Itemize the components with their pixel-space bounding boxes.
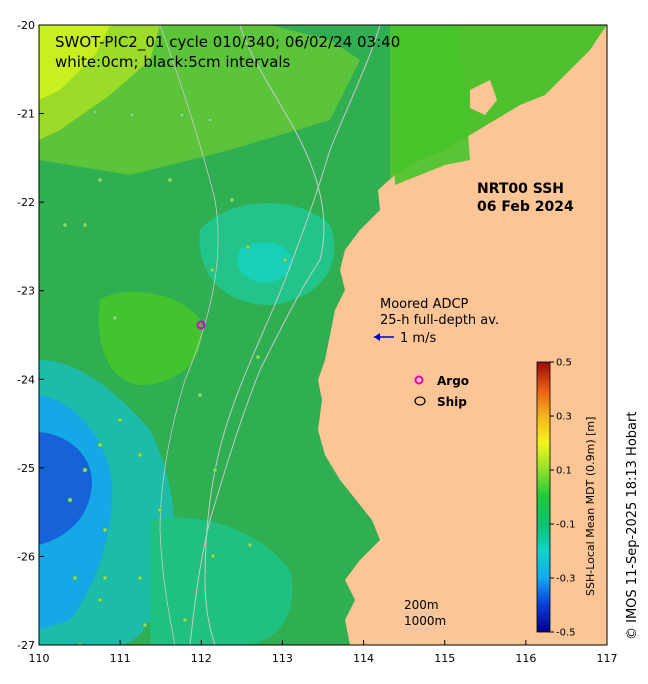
observation-dot [247, 542, 253, 548]
map-plot-area [39, 25, 607, 645]
legend-ship-label: Ship [437, 395, 467, 409]
colorbar-tick-label: -0.5 [556, 628, 576, 639]
credit-text: © IMOS 11-Sep-2025 18:13 Hobart [625, 412, 640, 640]
swot-swath-ne [390, 25, 470, 185]
x-tick-label: 116 [515, 652, 536, 665]
observation-dot [112, 315, 118, 321]
observation-dot [142, 622, 148, 628]
legend-argo-label: Argo [437, 374, 469, 388]
observation-dot [97, 442, 103, 448]
y-tick-label: -20 [17, 19, 35, 32]
colorbar-tick-label: 0.5 [556, 358, 572, 369]
observation-dot [97, 177, 103, 183]
map-title-line2: white:0cm; black:5cm intervals [55, 53, 291, 71]
argo-legend-icon [414, 375, 424, 385]
y-tick-label: -22 [17, 196, 35, 209]
y-axis: -20 -21 -22 -23 -24 -25 -26 -27 [17, 19, 44, 652]
observation-dot [207, 117, 213, 123]
colorbar-ticks: 0.5 0.3 0.1 -0.1 -0.3 -0.5 [550, 358, 576, 639]
observation-dot [62, 222, 68, 228]
land-australia [318, 25, 607, 645]
colorbar-tick-label: -0.1 [556, 520, 576, 531]
colorbar-tick-label: 0.1 [556, 466, 572, 477]
observation-dot [157, 507, 163, 513]
depth-label-200m: 200m [404, 598, 439, 612]
observation-dot [182, 617, 188, 623]
observation-dots [62, 109, 288, 645]
observation-dot [282, 257, 288, 263]
legend: Argo Ship [414, 374, 469, 409]
observation-dot [97, 597, 103, 603]
x-tick-label: 115 [434, 652, 455, 665]
observation-dot [229, 197, 235, 203]
ship-legend-icon [414, 396, 426, 406]
observation-dot [197, 392, 203, 398]
observation-dot [167, 177, 173, 183]
observation-dot [117, 417, 123, 423]
depth-label-1000m: 1000m [404, 614, 446, 628]
observation-dot [137, 575, 143, 581]
observation-dot [102, 575, 108, 581]
observation-dot [179, 112, 185, 118]
observation-dot [209, 267, 215, 273]
y-tick-label: -25 [17, 462, 35, 475]
observation-dot [137, 452, 143, 458]
ssh-west-lowest [39, 432, 92, 545]
y-tick-label: -26 [17, 550, 35, 563]
colorbar-gradient [536, 361, 551, 633]
map-title-line1: SWOT-PIC2_01 cycle 010/340; 06/02/24 03:… [55, 33, 400, 52]
land-ne-peninsula [470, 80, 497, 115]
isobath-1000m [204, 25, 381, 645]
y-tick-label: -27 [17, 639, 35, 652]
x-tick-label: 113 [272, 652, 293, 665]
x-tick-label: 110 [29, 652, 50, 665]
product-label-line1: NRT00 SSH [477, 181, 564, 197]
ssh-south-teal [150, 517, 293, 645]
y-tick-label: -24 [17, 373, 35, 386]
observation-dot [212, 467, 218, 473]
observation-dot [67, 497, 73, 503]
x-tick-label: 117 [597, 652, 618, 665]
observation-dot [129, 112, 135, 118]
adcp-label-line2: 25-h full-depth av. [380, 313, 499, 328]
observation-dot [102, 527, 108, 533]
plot-frame [38, 24, 608, 646]
colorbar-tick-label: 0.3 [556, 412, 572, 423]
colorbar-title: SSH-Local Mean MDT (0.9m) [m] [584, 417, 597, 596]
colorbar: 0.5 0.3 0.1 -0.1 -0.3 -0.5 SSH-Local Mean MDT… [536, 358, 597, 639]
observation-dot [82, 222, 88, 228]
observation-dot [210, 553, 216, 559]
colorbar-tick-label: -0.3 [556, 574, 576, 585]
observation-dot [245, 244, 251, 250]
y-tick-label: -23 [17, 285, 35, 298]
observation-dot [82, 467, 88, 473]
adcp-scale-arrow-icon [374, 333, 394, 341]
argo-float-marker[interactable] [196, 320, 206, 330]
x-tick-label: 112 [191, 652, 212, 665]
adcp-scale-label: 1 m/s [400, 331, 436, 346]
ssh-local-high [98, 291, 203, 385]
y-tick-label: -21 [17, 108, 35, 121]
ssh-highest-region [39, 25, 110, 100]
product-label-line2: 06 Feb 2024 [477, 199, 574, 215]
eddy-low-inner [237, 242, 293, 283]
observation-dot [92, 109, 98, 115]
isobath-inner [159, 25, 219, 645]
observation-dot [255, 354, 261, 360]
x-axis: 110 111 112 113 114 115 116 117 [29, 640, 618, 665]
observation-dot [72, 575, 78, 581]
x-tick-label: 111 [110, 652, 131, 665]
adcp-label-line1: Moored ADCP [380, 297, 469, 312]
x-tick-label: 114 [353, 652, 374, 665]
